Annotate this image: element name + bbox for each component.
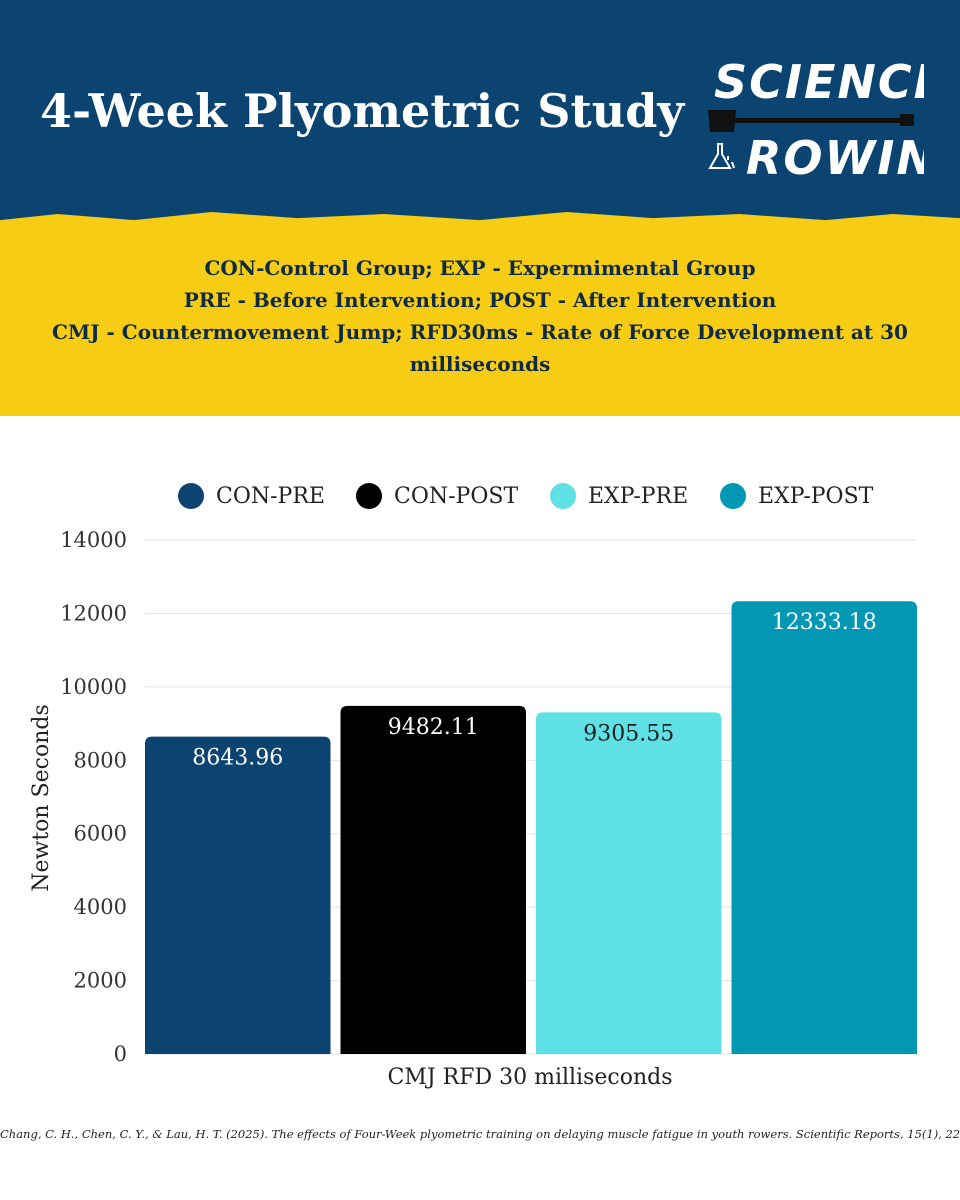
bars [145, 601, 917, 1054]
y-tick-label-0: 0 [114, 1042, 127, 1066]
bar-exp-pre [536, 712, 722, 1054]
bar-data-labels: 8643.96 9482.11 9305.55 12333.18 [192, 610, 876, 770]
legend-swatch-exp-pre [550, 483, 576, 509]
legend-item-exp-post: EXP-POST [720, 481, 873, 511]
logo-graphic: SCIENCE OF ROWING [708, 55, 960, 185]
abbreviation-key-banner: CON-Control Group; EXP - Expermimental G… [0, 212, 960, 416]
science-of-rowing-logo: SCIENCE OF ROWING [704, 55, 960, 186]
legend-swatch-con-post [356, 483, 382, 509]
legend-item-con-pre: CON-PRE [178, 481, 325, 511]
logo-text-top: SCIENCE OF [714, 56, 924, 109]
y-axis-title: Newton Seconds [29, 704, 54, 892]
legend-label-con-pre: CON-PRE [216, 483, 325, 509]
flask-icon [708, 143, 735, 169]
data-label-con-pre: 8643.96 [192, 746, 283, 771]
legend-swatch-con-pre [178, 483, 204, 509]
legend-item-con-post: CON-POST [356, 481, 518, 511]
key-line-groups: CON-Control Group; EXP - Expermimental G… [204, 256, 756, 280]
x-axis-title: CMJ RFD 30 milliseconds [387, 1065, 672, 1090]
key-line-timepoints: PRE - Before Intervention; POST - After … [183, 288, 777, 312]
data-label-exp-pre: 9305.55 [583, 721, 674, 746]
y-tick-label-6000: 6000 [74, 822, 127, 846]
header-banner: 4-Week Plyometric Study SCIENCE OF ROWIN… [0, 0, 960, 222]
y-tick-label-8000: 8000 [74, 748, 127, 772]
y-tick-label-2000: 2000 [74, 969, 127, 993]
bar-con-post [340, 705, 526, 1054]
legend-label-con-post: CON-POST [394, 483, 519, 509]
abbreviation-key: CON-Control Group; EXP - Expermimental G… [0, 252, 960, 380]
y-tick-label-12000: 12000 [60, 601, 127, 625]
legend-item-exp-pre: EXP-PRE [550, 481, 688, 511]
data-label-exp-post: 12333.18 [772, 610, 877, 635]
key-line-measures: CMJ - Countermovement Jump; RFD30ms - Ra… [52, 320, 908, 376]
y-tick-label-14000: 14000 [60, 528, 127, 552]
citation: Chang, C. H., Chen, C. Y., & Lau, H. T. … [0, 1127, 960, 1141]
chart-legend: CON-PRE CON-POST EXP-PRE EXP-POST [178, 481, 898, 511]
page-title: 4-Week Plyometric Study [40, 84, 685, 138]
legend-label-exp-pre: EXP-PRE [588, 483, 689, 509]
bar-con-pre [145, 736, 331, 1054]
y-axis-ticks: 0 2000 4000 6000 8000 10000 12000 14000 [60, 528, 127, 1066]
bar-exp-post [731, 601, 917, 1054]
data-label-con-post: 9482.11 [388, 715, 479, 740]
y-tick-label-4000: 4000 [74, 895, 127, 919]
legend-swatch-exp-post [720, 483, 746, 509]
y-tick-label-10000: 10000 [60, 675, 127, 699]
logo-text-bottom: ROWING [746, 131, 924, 185]
oar-icon [708, 110, 914, 132]
legend-label-exp-post: EXP-POST [758, 483, 874, 509]
bar-chart: 0 2000 4000 6000 8000 10000 12000 14000 8643.96… [29, 528, 917, 1090]
